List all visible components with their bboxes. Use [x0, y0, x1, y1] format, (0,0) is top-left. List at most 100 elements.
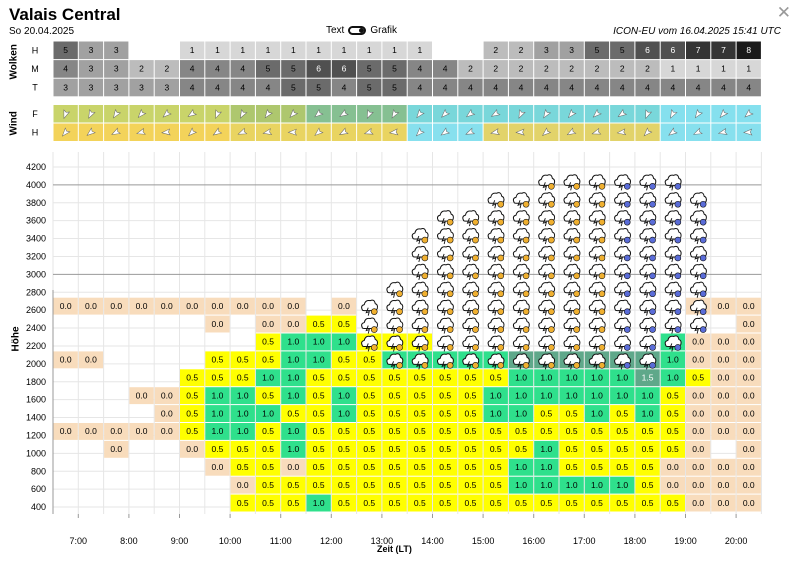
lift-cell-value: 0.0: [667, 462, 679, 472]
cloud-cell: [255, 78, 281, 97]
lift-cell: [281, 369, 306, 387]
cloud-shape: [563, 192, 581, 204]
cloud-shape: [588, 174, 606, 186]
cloud-shape: [538, 263, 556, 276]
cloud-cell-value: 1: [215, 45, 220, 55]
wind-arrow-shape: [692, 127, 703, 135]
cloud-cell-value: 4: [670, 82, 675, 92]
x-tick-label: 12:00: [320, 536, 343, 546]
cloud-cell: [508, 60, 534, 78]
cloud-lightning-icon: [588, 192, 606, 209]
precip-dot: [623, 183, 631, 190]
cloud-lightning-icon: [487, 317, 505, 334]
wind-arrow-shape: [388, 128, 399, 136]
x-tick-label: 16:00: [522, 536, 545, 546]
cloud-cell-value: 1: [266, 45, 271, 55]
cloud-shape: [512, 192, 530, 204]
wind-arrow-shape: [441, 108, 451, 118]
precip-dot: [472, 272, 479, 280]
cloud-cell-value: 5: [367, 82, 372, 92]
cloud-cell-value: 3: [114, 64, 119, 74]
lift-cell: [559, 458, 584, 476]
lightning-shape: [517, 217, 522, 227]
precip-dot: [446, 272, 454, 280]
lift-cell-value: 0.5: [616, 426, 628, 436]
lift-cell-value: 0.0: [743, 390, 755, 400]
lift-cell: [660, 369, 685, 387]
cloud-shape: [563, 210, 581, 222]
lift-cell: [686, 440, 711, 458]
cloud-lightning-icon: [588, 353, 606, 370]
lift-cell-value: 0.5: [389, 444, 401, 454]
close-icon[interactable]: ✕: [776, 3, 791, 22]
lift-cell-value: 0.5: [439, 444, 451, 454]
precip-dot: [598, 308, 606, 315]
lift-cell-value: 1.0: [338, 408, 350, 418]
lift-cell: [331, 405, 357, 422]
cloud-cell: [635, 41, 660, 60]
cloud-lightning-icon: [614, 317, 631, 334]
cloud-shape: [487, 192, 505, 204]
lift-cell: [534, 458, 559, 476]
lightning-shape: [466, 253, 472, 263]
lightning-shape: [491, 289, 497, 298]
lift-cell-value: 0.5: [313, 408, 325, 418]
lift-cell: [230, 297, 255, 315]
precip-dot: [573, 254, 580, 262]
precip-dot: [522, 200, 530, 208]
lift-cell: [660, 423, 685, 440]
lightning-shape: [669, 200, 674, 209]
lift-cell-value: 0.5: [566, 444, 578, 454]
cloud-lightning-icon: [563, 317, 581, 334]
cloud-cell: [281, 41, 306, 60]
cloud-lightning-icon: [614, 174, 631, 191]
wind-arrow-shape: [668, 127, 678, 136]
lightning-shape: [491, 200, 497, 209]
lightning-shape: [441, 325, 446, 334]
lift-cell: [660, 351, 685, 369]
lift-cell: [205, 458, 230, 476]
lift-cell: [686, 405, 711, 422]
lift-cell: [508, 458, 534, 476]
lift-cell-value: 0.5: [389, 408, 401, 418]
cloud-cell-value: 2: [468, 64, 473, 74]
wind-arrow-shape: [591, 127, 602, 135]
lift-cell-value: 0.0: [85, 355, 97, 365]
wind-arrow-icon: [566, 127, 577, 136]
cloud-cell: [433, 78, 458, 97]
cloud-cell-value: 5: [291, 82, 296, 92]
cloud-shape: [436, 227, 454, 240]
lightning-shape: [441, 253, 446, 263]
wind-arrow-shape: [289, 108, 299, 118]
wind-arrow-icon: [643, 127, 653, 137]
cloud-cell-value: 4: [746, 82, 751, 92]
cloud-cell: [610, 78, 635, 97]
lift-cell: [230, 423, 255, 440]
precip-dot: [649, 200, 656, 208]
cloud-lightning-icon: [436, 335, 454, 352]
cloud-lightning-icon: [563, 353, 581, 370]
lightning-shape: [491, 271, 497, 280]
lightning-shape: [694, 217, 699, 227]
wind-arrow-icon: [237, 127, 248, 135]
view-toggle-switch[interactable]: [348, 26, 367, 35]
cloud-shape: [614, 192, 631, 204]
lift-cell-value: 0.0: [212, 462, 224, 472]
lift-cell: [281, 476, 306, 494]
lift-cell-value: 0.0: [212, 319, 224, 329]
lift-cell-value: 0.0: [161, 390, 173, 400]
precip-dot: [649, 290, 656, 298]
lift-cell-value: 0.5: [667, 390, 679, 400]
cloud-shape: [689, 227, 707, 240]
lift-cell-value: 0.5: [363, 373, 375, 383]
precip-dot: [649, 183, 656, 190]
cloud-shape: [689, 192, 707, 204]
lightning-shape: [567, 253, 573, 263]
lift-cell-value: 0.0: [743, 480, 755, 490]
cloud-cell: [306, 78, 331, 97]
cloud-cell-value: 1: [417, 45, 422, 55]
wind-arrow-shape: [616, 128, 627, 136]
lift-cell: [736, 476, 761, 494]
lift-cell-value: 0.5: [186, 408, 198, 418]
lift-cell-value: 0.0: [743, 426, 755, 436]
